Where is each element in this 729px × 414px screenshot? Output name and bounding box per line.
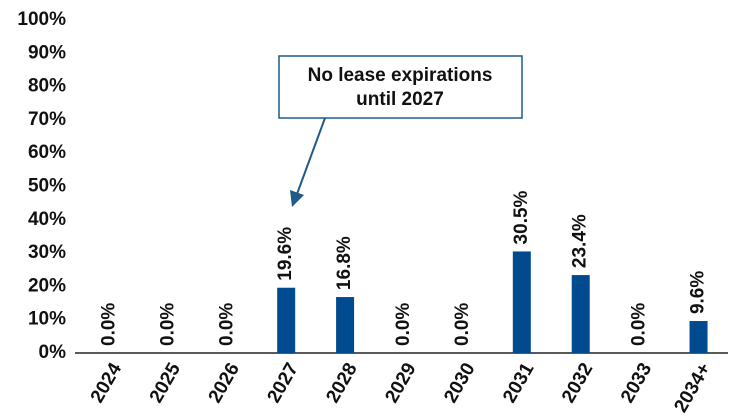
- x-tick-label: 2032: [558, 360, 597, 407]
- y-tick-label: 100%: [17, 9, 66, 30]
- value-label: 19.6%: [275, 227, 296, 281]
- bar: [336, 297, 355, 353]
- x-tick-label: 2025: [146, 359, 186, 406]
- bar: [512, 251, 531, 353]
- annotation-text: until 2027: [356, 89, 444, 110]
- bar: [277, 287, 296, 353]
- value-label: 9.6%: [688, 271, 709, 314]
- x-tick-label: 2031: [499, 359, 539, 406]
- value-label: 16.8%: [334, 236, 355, 290]
- value-label: 23.4%: [570, 214, 591, 268]
- value-label: 0.0%: [393, 303, 414, 346]
- value-label: 0.0%: [216, 303, 237, 346]
- y-tick-label: 20%: [28, 275, 66, 296]
- bar: [689, 321, 708, 353]
- y-tick-label: 0%: [39, 342, 67, 363]
- x-tick-label: 2026: [205, 360, 244, 407]
- y-tick-label: 50%: [28, 176, 66, 197]
- bar: [571, 275, 590, 353]
- annotation-text: No lease expirations: [308, 65, 493, 86]
- y-tick-label: 10%: [28, 309, 66, 330]
- y-tick-label: 70%: [28, 109, 66, 130]
- y-tick-label: 30%: [28, 242, 66, 263]
- x-tick-label: 2024: [87, 359, 127, 406]
- x-tick-label: 2027: [264, 360, 303, 407]
- x-tick-label: 2030: [440, 360, 479, 407]
- value-label: 0.0%: [452, 303, 473, 346]
- value-label: 0.0%: [98, 303, 119, 346]
- y-tick-label: 90%: [28, 42, 66, 63]
- x-tick-label: 2034+: [670, 360, 715, 414]
- annotation-arrowhead: [290, 190, 304, 207]
- annotation-arrow: [296, 117, 326, 195]
- annotation-box: [278, 55, 523, 119]
- value-label: 30.5%: [511, 190, 532, 244]
- x-tick-label: 2029: [381, 360, 420, 407]
- x-tick-label: 2028: [322, 360, 361, 407]
- y-tick-label: 40%: [28, 209, 66, 230]
- y-tick-label: 80%: [28, 76, 66, 97]
- value-label: 0.0%: [157, 303, 178, 346]
- x-tick-label: 2033: [617, 360, 656, 407]
- y-tick-label: 60%: [28, 142, 66, 163]
- value-label: 0.0%: [629, 303, 650, 346]
